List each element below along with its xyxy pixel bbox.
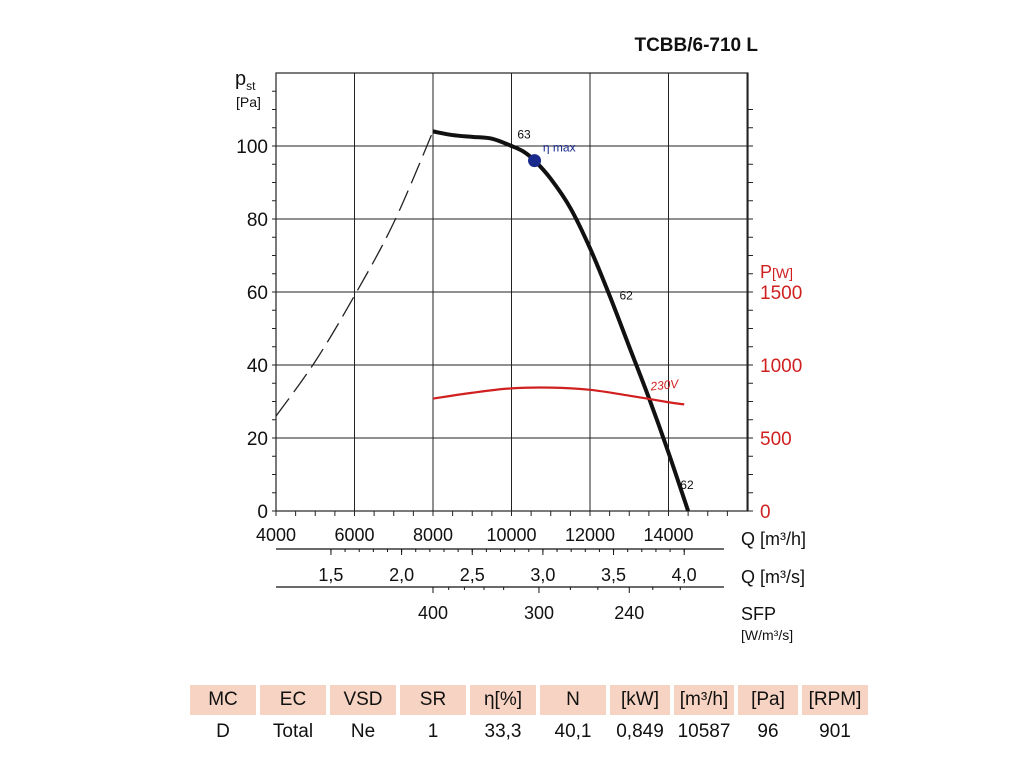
table-header-cell: MC [190,685,256,715]
table-header-cell: [Pa] [738,685,798,715]
table-header-cell: [RPM] [802,685,868,715]
voltage-label: 230V [649,377,680,394]
table-header-cell: N [540,685,606,715]
chart-grid [275,72,748,512]
table-header-cell: [m³/h] [674,685,734,715]
y-left-tick-label: 0 [257,502,268,523]
q-m3s-tick-label: 4,0 [672,565,697,585]
table-cell: Ne [350,721,376,742]
table-header-cell: EC [260,685,326,715]
x-tick-label: 10000 [486,525,536,545]
x-tick-label: 12000 [565,525,615,545]
table-cell: Total [272,721,314,742]
sfp-tick-label: 300 [524,603,554,623]
table-header-cell: VSD [330,685,396,715]
q-m3s-tick-label: 1,5 [318,565,343,585]
table-header-row: MC EC VSD SR η[%] N [kW] [m³/h] [Pa] [RP… [190,685,868,715]
table-cell: 33,3 [484,721,522,742]
q-m3s-tick-label: 3,0 [530,565,555,585]
eta-max-label: η max [543,140,576,154]
y-left-label: pst [235,68,256,93]
y-right-tick-label: 1500 [760,283,802,304]
x-tick-label: 6000 [334,525,374,545]
x-label-q-m3s: Q [m³/s] [741,567,805,587]
y-right-tick-label: 1000 [760,356,802,377]
chart-title: TCBB/6-710 L [634,35,758,56]
y-left-tick-label: 80 [247,210,268,231]
fan-spec-table: MC EC VSD SR η[%] N [kW] [m³/h] [Pa] [RP… [186,683,872,749]
minor-ticks [272,90,753,593]
x-tick-label: 14000 [643,525,693,545]
y-left-unit: [Pa] [236,94,261,110]
curve-value-label: 62 [680,478,694,492]
table-cell: 1 [427,721,439,742]
y-right-tick-label: 0 [760,502,771,523]
table-cell: D [216,721,230,742]
table-row: D Total Ne 1 33,3 40,1 0,849 10587 96 90… [190,717,868,747]
curve-value-label: 63 [517,128,531,142]
curves [275,129,691,512]
table-header-cell: [kW] [610,685,670,715]
x-label-sfp: SFP [741,604,776,624]
sfp-tick-label: 400 [418,603,448,623]
x-label-q-m3h: Q [m³/h] [741,529,806,549]
curve-value-label: 62 [619,288,633,302]
table-cell: 40,1 [554,721,592,742]
sfp-tick-label: 240 [614,603,644,623]
y-left-tick-label: 60 [247,283,268,304]
x-tick-label: 8000 [413,525,453,545]
unstable-region-curve [275,131,434,417]
y-left-tick-label: 20 [247,429,268,450]
power-curve-230v [432,386,685,406]
x-tick-label: 4000 [256,525,296,545]
q-m3s-tick-label: 2,0 [389,565,414,585]
table-cell: 96 [757,721,779,742]
q-m3s-tick-label: 3,5 [601,565,626,585]
table-header-cell: SR [400,685,466,715]
static-pressure-curve [432,129,691,512]
eta-max-point [528,154,542,168]
q-m3s-tick-label: 2,5 [460,565,485,585]
table-cell: 0,849 [616,721,664,742]
y-left-tick-label: 40 [247,356,268,377]
x-label-sfp-unit: [W/m³/s] [741,627,793,643]
y-right-tick-label: 500 [760,429,792,450]
y-right-label: P[W] [760,262,793,282]
table-cell: 10587 [677,721,731,742]
table-header-cell: η[%] [470,685,536,715]
y-left-tick-label: 100 [236,137,268,158]
table-cell: 901 [819,721,851,742]
